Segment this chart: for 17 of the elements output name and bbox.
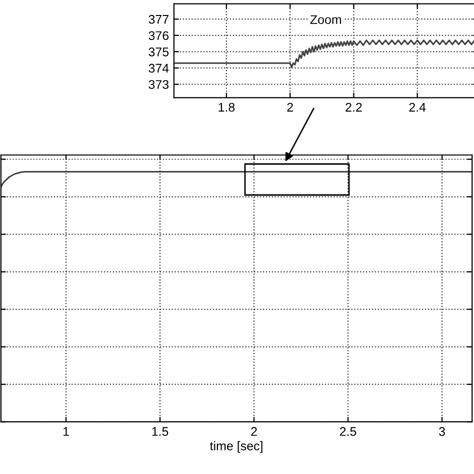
y-tick-label: 374 <box>148 64 169 73</box>
y-tick-label: 376 <box>148 31 169 40</box>
line-series <box>174 40 474 68</box>
x-tick-label: 1.8 <box>218 102 235 112</box>
x-tick-label: 2.5 <box>340 427 356 436</box>
x-tick-label: 2.2 <box>346 102 362 112</box>
x-tick-label: 3 <box>439 427 445 436</box>
x-tick-label: 1.5 <box>152 427 168 436</box>
y-tick-label: 377 <box>148 14 168 24</box>
x-tick-label: 1 <box>63 427 69 436</box>
annotation: Zoom <box>310 15 342 24</box>
x-tick-label: 2 <box>251 427 257 436</box>
y-tick-label: 375 <box>148 47 169 56</box>
x-tick-label: 2.4 <box>409 102 426 112</box>
x-tick-label: 2 <box>287 102 293 112</box>
x-axis-title: time [sec] <box>210 441 262 453</box>
y-tick-label: 373 <box>148 80 169 89</box>
